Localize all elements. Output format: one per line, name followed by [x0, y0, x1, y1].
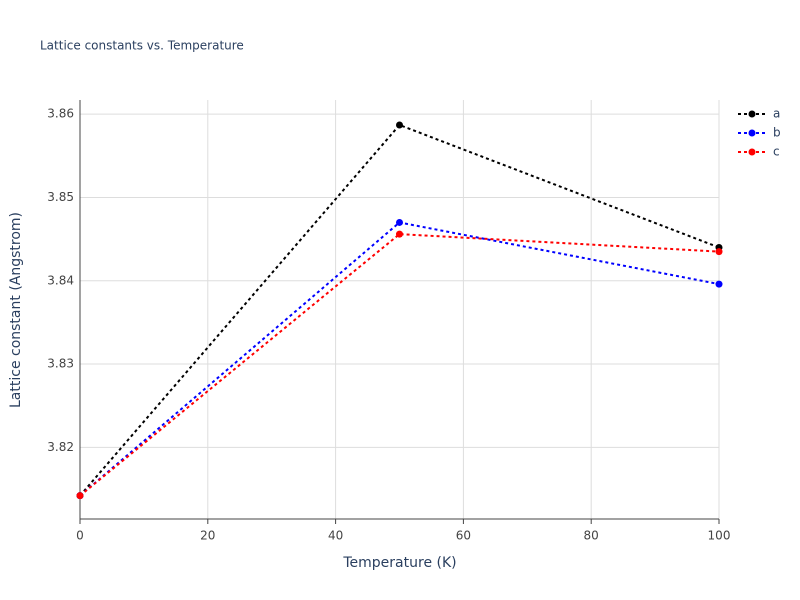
x-tick-label: 80 [584, 529, 599, 543]
point [396, 121, 403, 129]
legend-marker [748, 148, 756, 156]
x-tick-label: 60 [456, 529, 471, 543]
point [715, 248, 723, 256]
x-tick-label: 0 [76, 529, 84, 543]
point [396, 230, 403, 238]
chart-title: Lattice constants vs. Temperature [40, 39, 244, 53]
line [79, 123, 720, 497]
y-tick-label: 3.83 [47, 357, 74, 371]
y-tick-label: 3.86 [47, 107, 74, 121]
legend-label: c [773, 145, 780, 159]
legend-label: a [773, 107, 780, 121]
legend-item: a [738, 107, 780, 121]
y-axis-label: Lattice constant (Angstrom) [8, 212, 24, 408]
point [396, 218, 403, 226]
legend-label: b [773, 126, 781, 140]
x-tick-label: 100 [708, 529, 731, 543]
x-axis-label: Temperature (K) [342, 555, 456, 571]
point [76, 492, 84, 500]
line [79, 221, 720, 497]
line [79, 233, 720, 497]
y-tick-label: 3.85 [47, 190, 74, 204]
legend-item: b [738, 126, 781, 140]
legend-marker [748, 110, 756, 118]
legend-item: c [738, 145, 780, 159]
point [715, 280, 723, 288]
legend-marker [748, 129, 756, 137]
y-tick-label: 3.82 [47, 440, 74, 454]
y-tick-label: 3.84 [47, 273, 74, 287]
x-tick-label: 20 [200, 529, 215, 543]
x-tick-label: 40 [328, 529, 343, 543]
